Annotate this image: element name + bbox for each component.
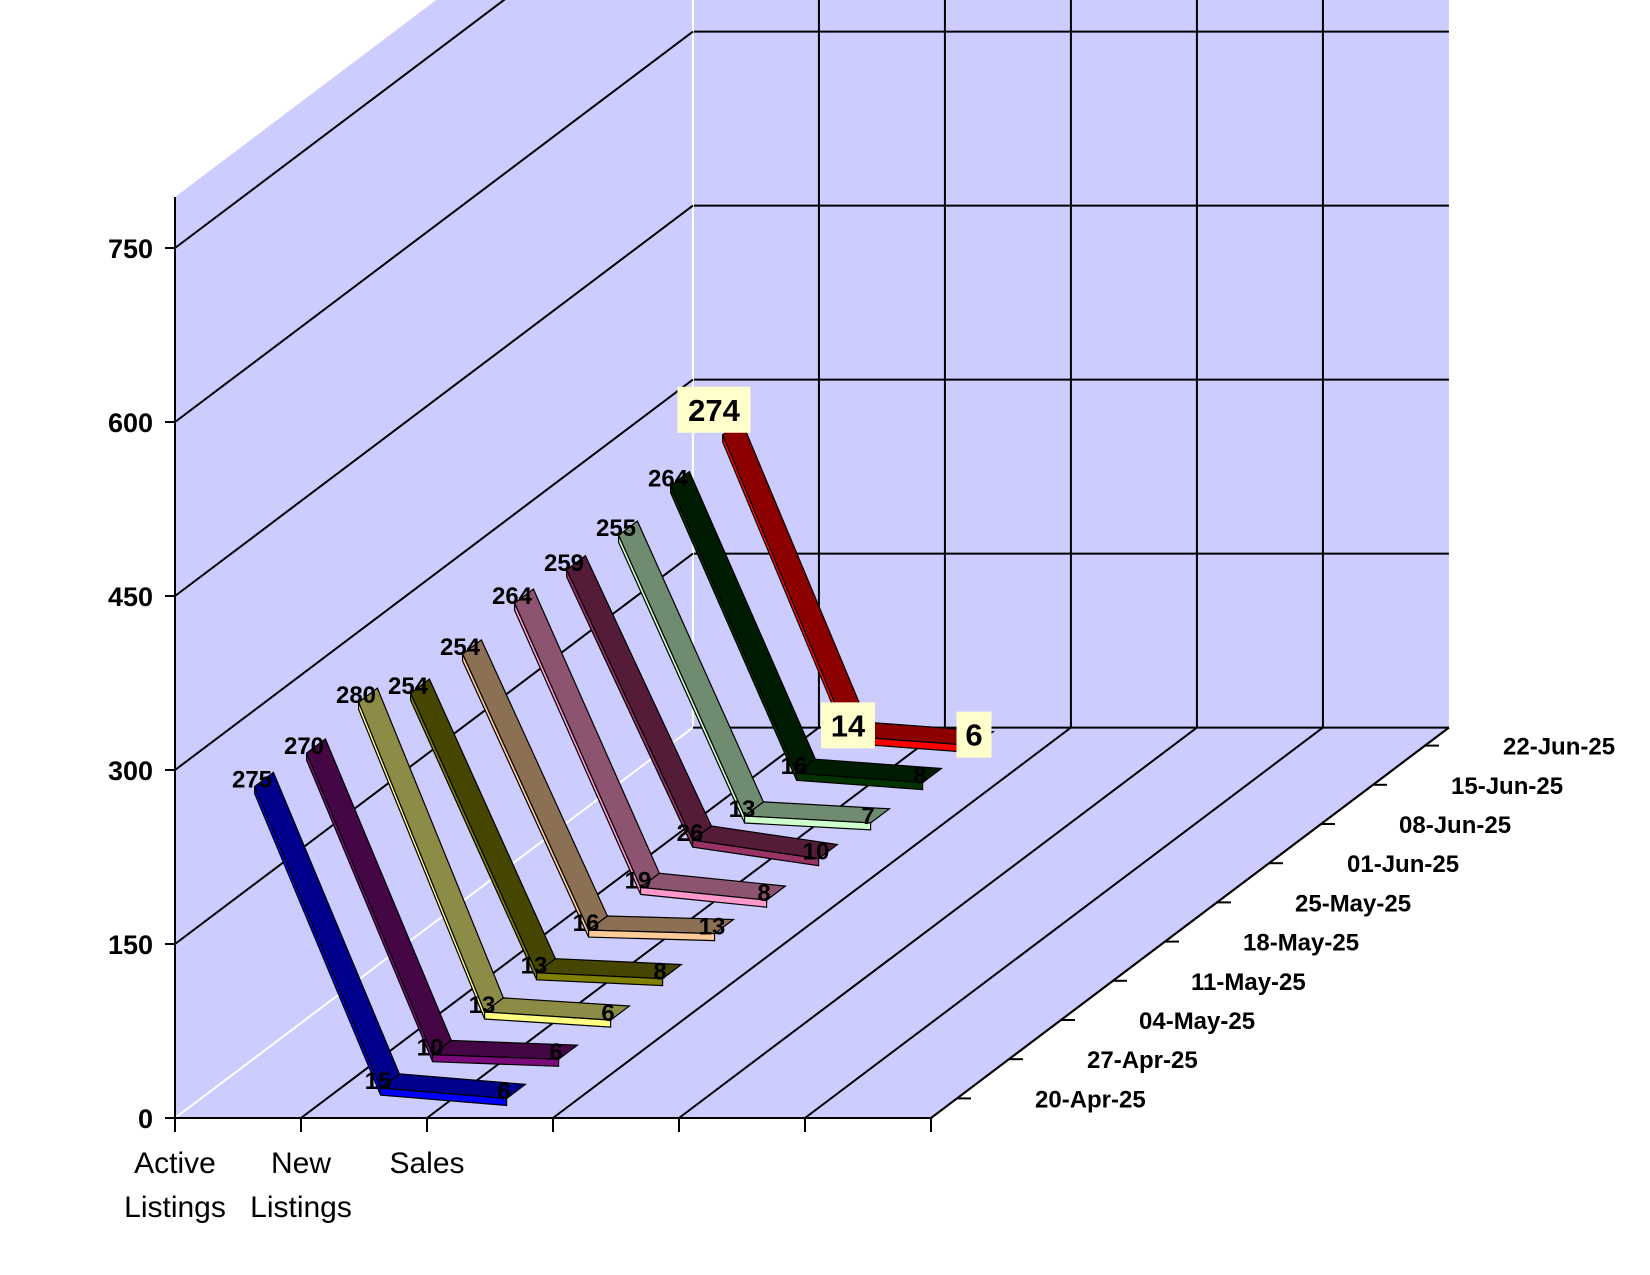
depth-tick-label: 22-Jun-25 — [1503, 734, 1615, 761]
ribbon-front-face — [691, 839, 820, 867]
data-label-box — [956, 711, 992, 758]
floor-gridline — [678, 726, 1198, 1119]
data-label-box — [821, 702, 875, 749]
ribbon-front-face — [587, 929, 716, 942]
series-ribbon — [305, 737, 580, 1067]
data-label: 254 — [388, 673, 429, 700]
depth-tick-label: 20-Apr-25 — [1035, 1086, 1146, 1113]
data-label: 13 — [699, 914, 726, 941]
depth-tick-label: 15-Jun-25 — [1451, 773, 1563, 800]
data-label: 270 — [284, 733, 324, 760]
side-wall-gridline — [174, 0, 506, 249]
chart-side-wall — [175, 0, 693, 1118]
series-ribbon — [357, 687, 632, 1028]
data-label: 8 — [757, 880, 770, 907]
data-label: 13 — [521, 953, 548, 980]
data-label: 6 — [497, 1078, 510, 1105]
data-label: 16 — [573, 910, 600, 937]
side-wall-gridline — [174, 30, 694, 423]
ribbon-front-face — [380, 1087, 508, 1107]
data-label: 280 — [336, 682, 376, 709]
data-label: 16 — [781, 753, 808, 780]
series-ribbon — [253, 771, 528, 1107]
value-tick-label: 750 — [108, 234, 153, 264]
depth-tick-label: 27-Apr-25 — [1087, 1047, 1198, 1074]
side-wall-gridline — [174, 204, 694, 597]
data-label: 7 — [861, 803, 874, 830]
category-tick-label: Active Listings — [124, 1147, 226, 1224]
series-ribbon — [461, 638, 736, 942]
data-label: 19 — [625, 867, 652, 894]
value-tick-label: 0 — [138, 1104, 153, 1134]
ribbon-front-face — [639, 886, 768, 908]
data-label: 6 — [601, 1000, 614, 1027]
floor-gridline — [552, 726, 1072, 1119]
series-ribbon — [513, 588, 787, 908]
depth-tick-label: 18-May-25 — [1243, 930, 1359, 957]
data-label: 14 — [831, 708, 866, 743]
series-ribbon — [617, 520, 892, 831]
chart-series-group — [253, 419, 996, 1107]
data-label: 10 — [417, 1035, 444, 1062]
depth-tick-label: 08-Jun-25 — [1399, 812, 1511, 839]
category-tick-label: New Listings — [250, 1147, 352, 1224]
depth-tick-label: 25-May-25 — [1295, 890, 1411, 917]
data-label: 264 — [648, 466, 689, 493]
data-label: 13 — [469, 992, 496, 1019]
category-tick-label: Sales — [389, 1147, 464, 1180]
data-label: 274 — [688, 393, 740, 428]
value-tick-label: 450 — [108, 582, 153, 612]
chart-data-labels: 275 15 6 270 10 6 280 13 6 254 13 8 254 16 13 264 19 8 259… — [232, 386, 992, 1105]
data-label: 26 — [677, 820, 704, 847]
data-label-box — [677, 386, 751, 433]
ribbon-front-face — [535, 972, 664, 987]
depth-tick-label: 01-Jun-25 — [1347, 851, 1459, 878]
series-ribbon — [409, 678, 684, 987]
data-label: 275 — [232, 766, 272, 793]
chart-axes — [165, 196, 1450, 1132]
depth-tick-label: 04-May-25 — [1139, 1008, 1255, 1035]
data-label: 264 — [492, 583, 533, 610]
data-label: 6 — [965, 718, 982, 753]
data-label: 259 — [544, 550, 584, 577]
ribbon-front-face — [795, 772, 924, 791]
data-label: 10 — [803, 839, 830, 866]
data-label: 254 — [440, 634, 481, 661]
value-tick-label: 300 — [108, 756, 153, 786]
data-label: 6 — [549, 1039, 562, 1066]
data-label: 255 — [596, 515, 636, 542]
series-ribbon — [565, 554, 839, 867]
depth-tick-label: 11-May-25 — [1191, 969, 1306, 996]
ribbon-front-face — [743, 815, 872, 831]
floor-gridline — [804, 726, 1324, 1119]
data-label: 8 — [913, 763, 926, 790]
data-label: 15 — [365, 1068, 392, 1095]
series-ribbon — [669, 470, 944, 791]
depth-axis — [930, 726, 1450, 1119]
data-label: 8 — [653, 959, 666, 986]
ribbon-front-face — [432, 1054, 560, 1067]
value-tick-label: 150 — [108, 930, 153, 960]
chart-tick-labels: 0 150 300 450 600 750 Active Listings New Listing… — [108, 234, 1615, 1224]
side-wall-gridline — [174, 378, 694, 771]
value-tick-label: 600 — [108, 408, 153, 438]
ribbon-front-face — [484, 1011, 612, 1028]
data-label: 13 — [729, 796, 756, 823]
